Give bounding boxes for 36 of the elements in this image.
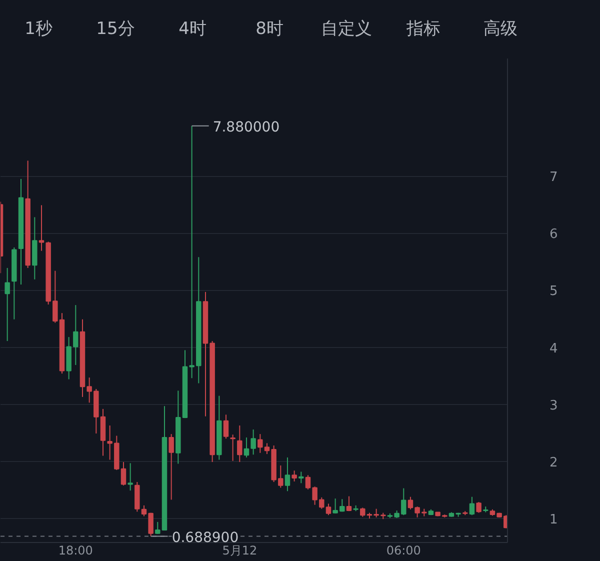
- candlestick: [476, 501, 482, 514]
- annotation: 0.688900: [172, 530, 239, 546]
- x-tick-label: 06:00: [386, 544, 421, 558]
- text: 8时: [254, 18, 284, 41]
- y-tick-label: 2: [550, 455, 558, 470]
- candlestick: [168, 434, 174, 500]
- y-tick-label: 5: [550, 284, 558, 300]
- text: 1秒: [24, 18, 54, 41]
- candlestick: [284, 456, 290, 492]
- candlestick: [223, 414, 229, 440]
- candlestick: [250, 428, 256, 456]
- candlestick: [128, 462, 133, 492]
- text: 自定义: [320, 18, 373, 41]
- candlestick: [134, 482, 140, 512]
- y-tick-label: 7: [550, 170, 558, 186]
- candlestick: [346, 496, 352, 512]
- x-tick-label: 5月12: [222, 544, 258, 558]
- candlestick: [258, 434, 263, 454]
- candlestick: [4, 267, 10, 342]
- y-tick-label: 1: [550, 512, 558, 528]
- text: 4时: [178, 18, 208, 41]
- candlestick: [469, 496, 475, 516]
- text: 高级: [482, 18, 518, 41]
- y-tick-label: 4: [550, 341, 558, 356]
- candlestick: [230, 434, 236, 462]
- candlestick: [38, 204, 44, 252]
- annotation: 7.880000: [212, 119, 280, 136]
- candlestick: [244, 436, 250, 458]
- text: 15分: [95, 18, 136, 41]
- candlestick: [292, 470, 297, 482]
- text: 指标: [406, 18, 442, 41]
- y-tick-label: 6: [550, 227, 558, 242]
- candlestick: [237, 424, 242, 463]
- y-tick-label: 3: [550, 398, 558, 414]
- x-tick-label: 18:00: [58, 544, 93, 558]
- candlestick: [298, 471, 304, 484]
